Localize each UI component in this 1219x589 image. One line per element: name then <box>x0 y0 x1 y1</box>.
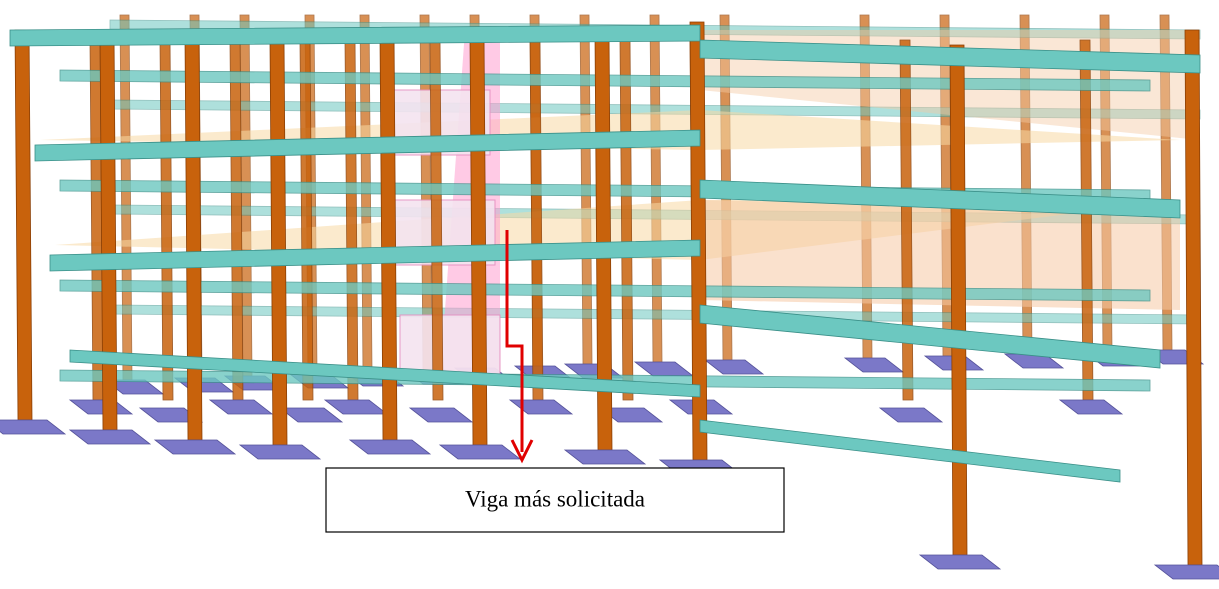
footing <box>68 399 134 415</box>
column <box>1184 29 1203 566</box>
column <box>99 34 118 431</box>
beam <box>699 304 1161 369</box>
column <box>344 39 359 401</box>
beam <box>699 39 1201 74</box>
footing <box>208 399 274 415</box>
footing <box>348 439 432 455</box>
beam <box>69 349 701 398</box>
column <box>14 29 33 421</box>
footing <box>278 407 344 423</box>
label-text: Viga más solicitada <box>465 486 645 511</box>
footing <box>563 449 647 465</box>
beam <box>699 419 1121 483</box>
column <box>949 44 968 556</box>
footing <box>408 407 474 423</box>
beam <box>49 239 701 272</box>
footing <box>508 399 574 415</box>
footing <box>843 357 905 373</box>
footing <box>703 359 765 375</box>
footing <box>1058 399 1124 415</box>
column <box>529 39 544 401</box>
column <box>899 39 914 401</box>
footing <box>0 419 67 435</box>
footing <box>68 429 152 445</box>
beam <box>699 179 1181 219</box>
column <box>269 39 288 446</box>
slab <box>700 200 1180 310</box>
column <box>619 39 634 401</box>
column <box>184 37 203 441</box>
footing <box>438 444 522 460</box>
footing <box>633 361 695 377</box>
arrow-line <box>505 230 524 452</box>
label-box <box>325 467 785 533</box>
footing <box>878 407 944 423</box>
footing <box>323 399 389 415</box>
arrow-head <box>510 439 534 464</box>
beam <box>34 129 701 162</box>
footing <box>1153 564 1219 580</box>
callout-arrow <box>505 230 534 464</box>
footing <box>918 554 1002 570</box>
footing <box>238 444 322 460</box>
column <box>119 14 133 381</box>
column <box>159 39 174 401</box>
footing <box>153 439 237 455</box>
